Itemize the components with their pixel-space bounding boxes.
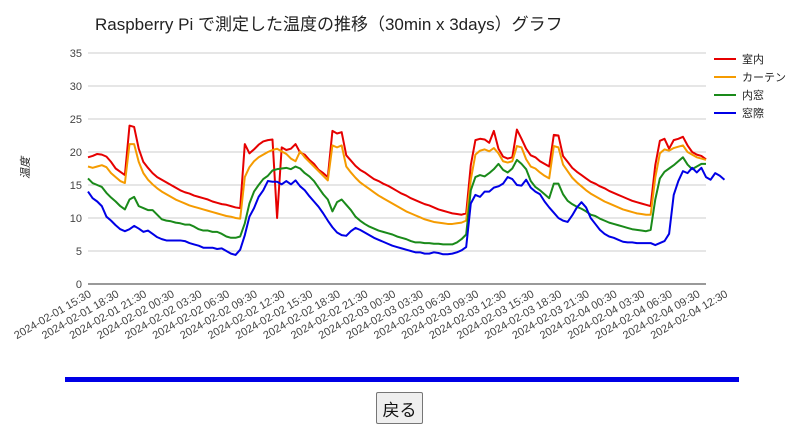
legend-label: カーテン <box>742 71 786 84</box>
legend-label: 窓際 <box>742 106 764 120</box>
y-tick-label: 10 <box>70 213 82 225</box>
series-lines <box>87 124 726 256</box>
series-line-2 <box>87 143 707 225</box>
series-line-1 <box>87 124 707 219</box>
y-tick-label: 35 <box>70 48 82 60</box>
y-tick-label: 15 <box>70 180 82 192</box>
gridlines <box>88 52 706 285</box>
legend-label: 内窓 <box>742 88 764 102</box>
y-tick-label: 20 <box>70 147 82 159</box>
legend-label: 室内 <box>742 52 764 66</box>
y-tick-label: 30 <box>70 81 82 93</box>
series-line-4 <box>87 166 726 256</box>
y-tick-label: 5 <box>76 246 82 258</box>
back-button[interactable]: 戻る <box>376 392 423 424</box>
y-tick-labels: 0 5 10 15 20 25 30 35 <box>70 48 82 291</box>
y-axis-label: 温度 <box>19 155 32 179</box>
temperature-line-chart: Raspberry Pi で測定した温度の推移（30min x 3days）グラ… <box>12 15 786 342</box>
y-tick-label: 25 <box>70 114 82 126</box>
divider-bar <box>65 377 739 382</box>
series-line-3 <box>87 156 706 246</box>
chart-title: Raspberry Pi で測定した温度の推移（30min x 3days）グラ… <box>95 15 563 34</box>
y-tick-label: 0 <box>76 279 82 291</box>
